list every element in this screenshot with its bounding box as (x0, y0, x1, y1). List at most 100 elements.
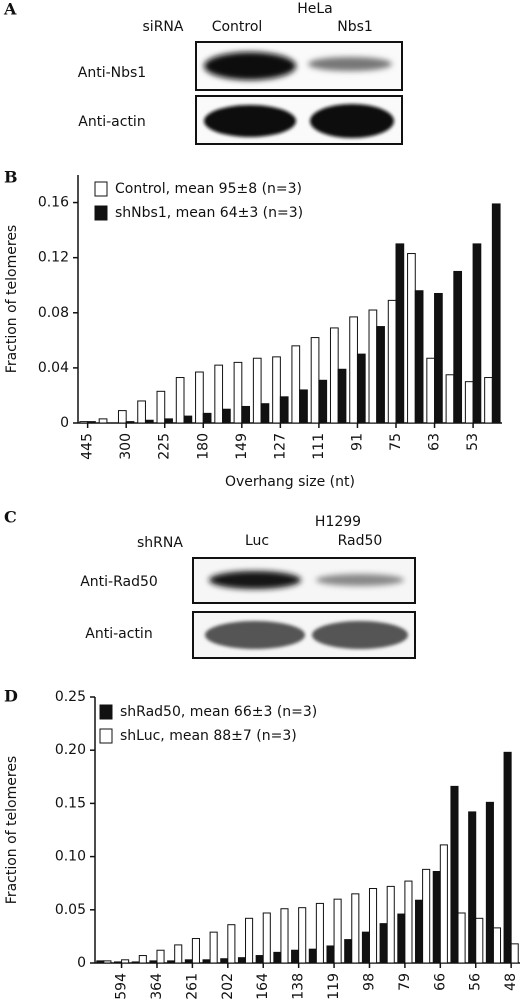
bar (183, 415, 193, 424)
bar (468, 811, 477, 964)
band (204, 105, 296, 137)
bar (184, 959, 193, 964)
x-axis-title: Overhang size (nt) (225, 474, 355, 490)
bar (397, 913, 406, 964)
bar (175, 377, 185, 424)
bar (475, 917, 484, 964)
x-tick-label: 91 (349, 433, 365, 451)
x-tick-label: 111 (311, 433, 327, 460)
bar (503, 751, 512, 964)
bar (237, 957, 247, 964)
x-tick-label: 98 (361, 973, 377, 991)
bar (87, 421, 96, 424)
x-tick-label: 79 (397, 973, 413, 991)
bar (361, 931, 370, 964)
bar (351, 893, 360, 964)
bar (492, 927, 502, 964)
bar (291, 345, 301, 424)
bar (387, 299, 397, 424)
bar (125, 421, 135, 424)
row-label: Anti-actin (85, 626, 152, 642)
bar (432, 870, 441, 964)
legend-label: shLuc, mean 88±7 (n=3) (120, 728, 297, 744)
bar (457, 912, 466, 964)
x-tick-label: 180 (195, 433, 211, 460)
x-tick-label: 56 (468, 973, 484, 991)
x-tick-label: 445 (80, 433, 96, 460)
bar (491, 203, 501, 424)
panel-label: A (3, 0, 17, 19)
bar (121, 959, 130, 964)
bar (202, 959, 211, 964)
y-tick-label: 0.08 (38, 305, 69, 321)
bar (349, 316, 358, 424)
bar (299, 389, 308, 424)
y-tick-label: 0 (60, 415, 69, 431)
x-tick-label: 164 (255, 973, 271, 1000)
x-tick-label: 261 (184, 973, 200, 1000)
bar (96, 960, 105, 964)
legend-swatch (94, 181, 108, 197)
legend-label: shNbs1, mean 64±3 (n=3) (115, 205, 303, 221)
bar (174, 944, 183, 964)
bar (117, 410, 127, 424)
x-tick-label: 300 (118, 433, 134, 460)
bar (252, 357, 262, 424)
bar (376, 326, 385, 424)
band (204, 52, 296, 80)
bar (308, 948, 317, 964)
x-tick-label: 364 (149, 973, 165, 1000)
x-tick-label: 63 (427, 433, 443, 451)
y-tick-label: 0.15 (55, 795, 86, 811)
legend-label: shRad50, mean 66±3 (n=3) (120, 704, 317, 720)
x-tick-label: 75 (388, 433, 404, 451)
row-label: Anti-actin (78, 114, 145, 130)
bar (464, 381, 474, 424)
y-axis-title: Fraction of telomeres (4, 225, 20, 373)
legend-swatch (94, 205, 108, 221)
x-tick-label: 127 (272, 433, 288, 460)
bar (344, 939, 353, 964)
bar (220, 958, 229, 964)
band (310, 104, 394, 138)
bar (298, 907, 307, 964)
lane-label: Rad50 (338, 533, 383, 549)
band (209, 571, 301, 589)
bar (404, 880, 413, 964)
bar (368, 888, 378, 964)
bar (214, 364, 224, 424)
lane-label: Luc (245, 533, 269, 549)
bar (395, 243, 405, 424)
bar (368, 309, 378, 424)
bar (434, 292, 443, 424)
bar (291, 949, 300, 964)
y-tick-label: 0.10 (55, 849, 86, 865)
bar (326, 945, 335, 964)
bar (149, 960, 158, 964)
bar (195, 371, 204, 424)
bar (445, 374, 455, 424)
y-tick-label: 0.12 (38, 250, 69, 266)
bar (279, 396, 289, 424)
bar (202, 412, 212, 424)
bar (407, 253, 416, 424)
bar (337, 368, 347, 424)
bar (280, 908, 289, 964)
bar (79, 421, 89, 424)
bar (167, 960, 176, 964)
bar (485, 801, 494, 964)
x-tick-label: 202 (220, 973, 236, 1000)
reagent: shRNA (137, 535, 183, 551)
bar (315, 902, 324, 964)
bar (209, 931, 218, 964)
bar (241, 405, 251, 424)
bar (472, 243, 482, 424)
band (205, 621, 305, 649)
bar (103, 960, 112, 964)
panel-label: D (4, 687, 18, 706)
bar (310, 337, 320, 424)
bar (255, 955, 264, 964)
legend-label: Control, mean 95±8 (n=3) (115, 181, 302, 197)
y-tick-label: 0.20 (55, 742, 86, 758)
